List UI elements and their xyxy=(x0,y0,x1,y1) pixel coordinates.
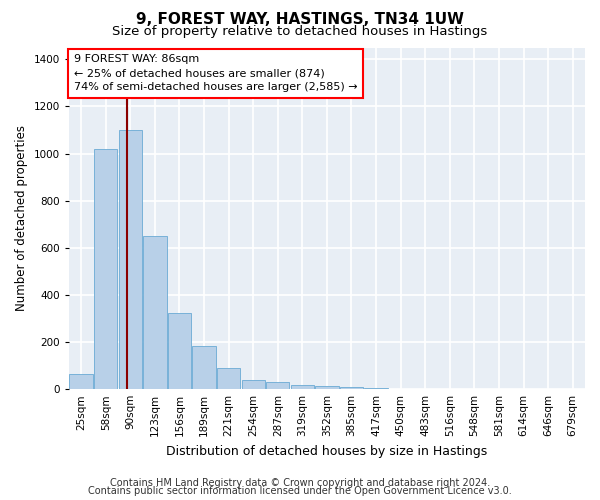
Text: 9, FOREST WAY, HASTINGS, TN34 1UW: 9, FOREST WAY, HASTINGS, TN34 1UW xyxy=(136,12,464,28)
Text: Contains HM Land Registry data © Crown copyright and database right 2024.: Contains HM Land Registry data © Crown c… xyxy=(110,478,490,488)
Bar xyxy=(193,346,215,389)
Bar xyxy=(70,374,93,389)
Bar xyxy=(364,388,388,389)
Bar xyxy=(340,388,363,389)
Bar xyxy=(94,149,118,389)
Bar xyxy=(266,382,289,389)
Bar xyxy=(119,130,142,389)
Bar xyxy=(168,312,191,389)
Bar xyxy=(242,380,265,389)
Bar xyxy=(290,385,314,389)
Text: Contains public sector information licensed under the Open Government Licence v3: Contains public sector information licen… xyxy=(88,486,512,496)
X-axis label: Distribution of detached houses by size in Hastings: Distribution of detached houses by size … xyxy=(166,444,488,458)
Bar xyxy=(315,386,338,389)
Text: 9 FOREST WAY: 86sqm
← 25% of detached houses are smaller (874)
74% of semi-detac: 9 FOREST WAY: 86sqm ← 25% of detached ho… xyxy=(74,54,358,92)
Bar xyxy=(217,368,240,389)
Text: Size of property relative to detached houses in Hastings: Size of property relative to detached ho… xyxy=(112,25,488,38)
Bar xyxy=(143,236,167,389)
Y-axis label: Number of detached properties: Number of detached properties xyxy=(15,126,28,312)
